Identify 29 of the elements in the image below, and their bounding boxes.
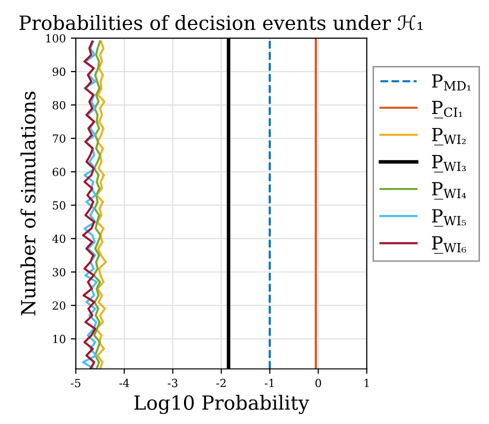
x-axis-title: Log10 Probability: [134, 394, 310, 414]
y-tick-label: 80: [52, 100, 66, 110]
legend-label: P̲$_{WI₅}$: [432, 209, 466, 227]
x-tick-label: -5: [70, 378, 80, 388]
y-tick-label: 50: [52, 201, 66, 210]
legend-label: P̲$_{WI₆}$: [432, 236, 466, 254]
chart-title: Probabilities of decision events under ℋ₁: [20, 15, 423, 30]
y-tick-label: 70: [52, 134, 66, 143]
x-tick-label: -2: [216, 378, 226, 388]
x-tick-label: 0: [315, 378, 322, 388]
legend-label: P̲$_{WI₄}$: [432, 182, 466, 200]
x-tick-label: -4: [119, 378, 130, 388]
legend-label: P̲$_{WI₃}$: [432, 155, 466, 172]
y-tick-label: 100: [46, 34, 66, 43]
y-tick-label: 10: [53, 334, 66, 344]
line-series: [95, 40, 107, 369]
line-series: [92, 40, 102, 369]
y-tick-label: 40: [52, 234, 66, 243]
x-tick-label: -3: [168, 378, 178, 388]
x-tick-label: -1: [264, 378, 274, 388]
y-tick-label: 20: [52, 301, 66, 310]
y-tick-label: 30: [52, 268, 66, 276]
legend-label: P̲$_{CI₁}$: [432, 100, 462, 118]
x-tick-label: 1: [364, 378, 369, 388]
legend-label: P$_{MD₁}$: [432, 74, 471, 90]
y-tick-label: 90: [52, 68, 66, 76]
legend-label: P̲$_{WI₂}$: [432, 128, 466, 146]
y-axis-title: Number of simulations: [20, 92, 36, 316]
y-tick-label: 60: [52, 168, 66, 176]
